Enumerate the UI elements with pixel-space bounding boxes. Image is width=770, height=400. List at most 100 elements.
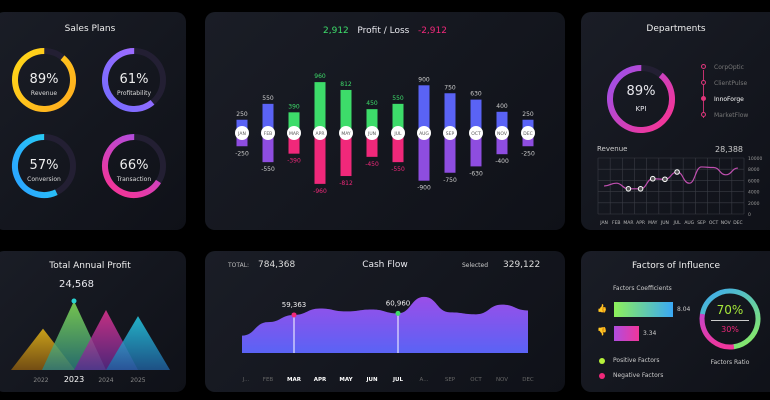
month-label[interactable]: OCT: [470, 377, 482, 383]
factors-title: Factors of Influence: [631, 261, 721, 271]
profit-label: 250: [522, 111, 534, 118]
x-tick: APR: [636, 220, 645, 226]
month-label: NOV: [497, 131, 508, 137]
annual-profit-chart[interactable]: 2022 2023 2024 2025: [0, 251, 186, 392]
month-badge[interactable]: [365, 126, 379, 140]
ring-progress: [102, 134, 166, 198]
month-label[interactable]: MAR: [287, 377, 302, 383]
revenue-point[interactable]: [649, 175, 656, 182]
month-badge[interactable]: [261, 126, 275, 140]
annual-profit-value: 24,568: [59, 279, 94, 290]
month-label[interactable]: JUL: [392, 377, 404, 383]
profit-bar[interactable]: [418, 85, 430, 133]
x-tick: SEP: [697, 220, 706, 226]
revenue-point[interactable]: [625, 186, 632, 192]
positive-value: 8.04: [677, 306, 691, 313]
loss-bar[interactable]: [288, 133, 300, 154]
revenue-point[interactable]: [662, 176, 668, 183]
year-label[interactable]: 2023: [64, 375, 84, 384]
department-item[interactable]: InnoForge: [701, 96, 770, 103]
month-label[interactable]: MAY: [339, 377, 353, 383]
department-item[interactable]: ClientPulse: [701, 80, 770, 87]
x-tick: DEC: [733, 220, 742, 226]
cash-flow-chart[interactable]: 59,363 60,960 J... FEB MAR APR MAY JUN JUL A... SE…: [205, 251, 565, 392]
month-label[interactable]: A...: [420, 377, 429, 383]
revenue-point[interactable]: [674, 169, 680, 175]
loss-bar[interactable]: [366, 133, 378, 157]
ratio-positive: 70%: [716, 303, 744, 317]
month-label[interactable]: APR: [314, 377, 327, 383]
department-item[interactable]: CorpOptic: [701, 64, 770, 71]
loss-bar[interactable]: [470, 133, 482, 167]
loss-label: -812: [339, 180, 353, 187]
year-label[interactable]: 2022: [33, 377, 48, 384]
month-label[interactable]: J...: [242, 377, 250, 383]
month-label[interactable]: FEB: [263, 377, 274, 383]
month-badge[interactable]: [417, 126, 431, 140]
department-item[interactable]: MarketFlow: [701, 112, 770, 119]
month-label: APR: [316, 131, 325, 137]
loss-bar[interactable]: [392, 133, 404, 163]
month-badge[interactable]: [287, 126, 301, 140]
month-label: MAR: [289, 131, 299, 137]
month-badge[interactable]: [521, 126, 535, 140]
profit-label: 450: [366, 100, 378, 107]
department-dot-icon: [701, 112, 706, 117]
loss-bar[interactable]: [314, 133, 326, 184]
loss-bar[interactable]: [340, 133, 352, 177]
loss-bar[interactable]: [262, 133, 274, 163]
month-label[interactable]: NOV: [496, 377, 508, 383]
y-tick: 6000: [748, 178, 760, 184]
kpi-value: 89%: [626, 84, 656, 99]
ring-value: 61%: [120, 72, 149, 87]
cash-flow-title: Cash Flow: [362, 260, 408, 270]
profit-bar[interactable]: [340, 89, 352, 133]
loss-label: -550: [261, 166, 275, 173]
loss-bar[interactable]: [444, 133, 456, 173]
month-label[interactable]: JUN: [365, 377, 378, 383]
revenue-point[interactable]: [637, 186, 644, 192]
month-badge[interactable]: [235, 126, 249, 140]
x-tick: MAY: [648, 220, 658, 226]
year-label[interactable]: 2024: [98, 377, 113, 384]
month-label: JUL: [393, 131, 402, 137]
year-label[interactable]: 2025: [130, 377, 145, 384]
marker-dot[interactable]: [291, 312, 297, 318]
profit-bar[interactable]: [392, 103, 404, 133]
profit-bar[interactable]: [288, 112, 300, 133]
month-label[interactable]: DEC: [522, 377, 534, 383]
x-tick: NOV: [721, 220, 732, 226]
departments-panel: Departments 89% KPI CorpOptic ClientPulse…: [581, 12, 770, 230]
loss-label: -550: [391, 166, 405, 173]
x-tick: OCT: [709, 220, 719, 226]
month-badge[interactable]: [469, 126, 483, 140]
profit-bar[interactable]: [444, 93, 456, 133]
month-label: JUN: [367, 131, 376, 137]
month-badge[interactable]: [391, 126, 405, 140]
loss-bar[interactable]: [418, 133, 430, 181]
departments-title: Departments: [646, 24, 706, 34]
loss-bar[interactable]: [496, 133, 508, 155]
profit-bar[interactable]: [366, 109, 378, 133]
revenue-total: 28,388: [715, 145, 743, 154]
profit-bar[interactable]: [314, 82, 326, 133]
month-badge[interactable]: [495, 126, 509, 140]
ring-label: Profitability: [117, 90, 151, 97]
month-badge[interactable]: [313, 126, 327, 140]
year-peak[interactable]: [106, 316, 170, 370]
month-badge[interactable]: [443, 126, 457, 140]
marker-dot[interactable]: [395, 310, 401, 316]
profit-bar[interactable]: [470, 99, 482, 133]
month-badge[interactable]: [339, 126, 353, 140]
profit-label: 630: [470, 91, 482, 98]
profit-bar[interactable]: [262, 103, 274, 133]
x-tick: JUL: [673, 220, 682, 226]
selected-label: Selected: [462, 262, 489, 269]
department-name: CorpOptic: [714, 64, 744, 71]
ring-progress: [12, 48, 76, 112]
profit-bar[interactable]: [496, 111, 508, 133]
thumbs-up-icon: 👍: [597, 304, 607, 313]
month-label[interactable]: SEP: [445, 377, 456, 383]
loss-label: -960: [313, 188, 327, 195]
annual-profit-panel: Total Annual Profit 24,568 2022 2023 2024 2…: [0, 251, 186, 392]
